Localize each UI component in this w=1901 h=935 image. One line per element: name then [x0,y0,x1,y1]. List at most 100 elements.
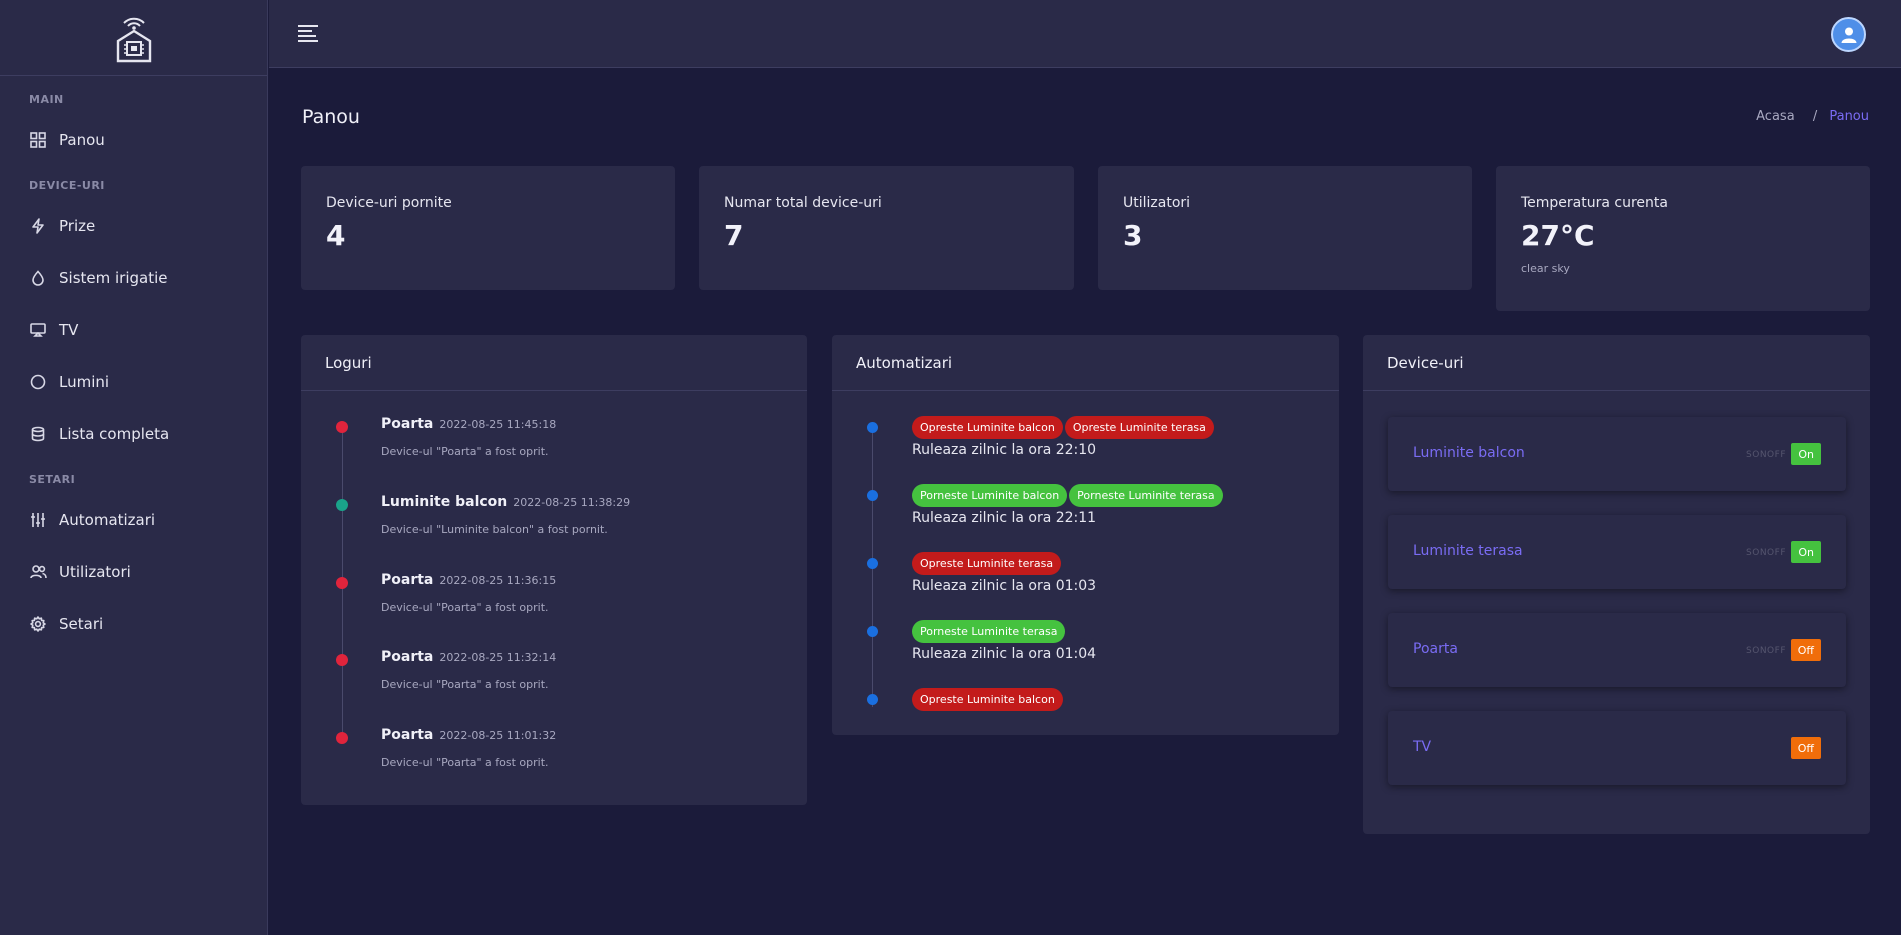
stat-value: 3 [1123,219,1143,252]
logo[interactable] [0,0,267,76]
devices-panel: Device-uri Luminite balcon SONOFF On Lum… [1363,335,1870,834]
user-avatar[interactable] [1831,17,1866,52]
sidebar-item-tv[interactable]: TV [0,304,267,356]
user-icon [1841,27,1856,43]
logs-panel: Loguri Poarta 2022-08-25 11:45:18 Device-… [301,335,807,805]
sidebar-item-label: Panou [59,131,105,149]
automation-badges: Opreste Luminite balcon Opreste Luminite … [912,416,1216,439]
sidebar-item-automatizari[interactable]: Automatizari [0,494,267,546]
breadcrumb-home[interactable]: Acasa [1756,109,1795,124]
device-toggle-button[interactable]: On [1791,541,1821,563]
automation-badges: Opreste Luminite terasa [912,552,1096,575]
action-badge: Opreste Luminite balcon [912,416,1063,439]
automation-schedule: Ruleaza zilnic la ora 22:10 [912,442,1097,458]
sidebar-item-setari[interactable]: Setari [0,598,267,650]
device-name-link[interactable]: Luminite terasa [1413,543,1523,559]
log-device-name[interactable]: Poarta [381,572,434,588]
device-name-link[interactable]: Luminite balcon [1413,445,1525,461]
device-card: Luminite terasa SONOFF On [1388,515,1846,589]
stat-label: Device-uri pornite [326,195,452,211]
automation-item[interactable]: Porneste Luminite terasa Ruleaza zilnic … [832,620,1339,670]
sidebar-item-label: Setari [59,615,104,633]
sidebar-item-utilizatori[interactable]: Utilizatori [0,546,267,598]
log-device-name[interactable]: Poarta [381,416,434,432]
automation-badges: Opreste Luminite balcon [912,688,1065,711]
sonoff-logo: SONOFF [1746,450,1786,460]
automation-dot [867,694,878,705]
users-icon [29,563,47,581]
log-time: 2022-08-25 11:01:32 [439,729,557,742]
log-time: 2022-08-25 11:45:18 [439,418,557,431]
tv-icon [29,321,47,339]
section-title-main: MAIN [29,93,64,106]
log-device-name[interactable]: Luminite balcon [381,494,508,510]
section-title-devices: DEVICE-URI [29,179,105,192]
sidebar-item-lista-completa[interactable]: Lista completa [0,408,267,460]
breadcrumb-separator: / [1812,109,1818,124]
stat-value: 7 [724,219,744,252]
device-card: Poarta SONOFF Off [1388,613,1846,687]
stat-card-users: Utilizatori 3 [1098,166,1472,290]
smart-home-logo-icon [116,17,151,62]
sliders-icon [29,511,47,529]
automation-dot [867,490,878,501]
stat-card-total-devices: Numar total device-uri 7 [699,166,1074,290]
stat-card-temperature: Temperatura curenta 27°C clear sky [1496,166,1870,311]
device-toggle-button[interactable]: Off [1790,737,1821,759]
automation-item[interactable]: Opreste Luminite balcon [832,688,1339,718]
stat-label: Numar total device-uri [724,195,882,211]
device-toggle-button[interactable]: Off [1790,639,1821,661]
log-time: 2022-08-25 11:32:14 [439,651,557,664]
stat-value: 4 [326,219,346,252]
log-status-dot [336,421,348,433]
automation-item[interactable]: Opreste Luminite terasa Ruleaza zilnic l… [832,552,1339,602]
action-badge: Opreste Luminite terasa [912,552,1062,575]
device-card: Luminite balcon SONOFF On [1388,417,1846,491]
device-toggle-button[interactable]: On [1791,443,1821,465]
action-badge: Porneste Luminite balcon [912,484,1068,507]
grid-icon [29,131,47,149]
log-status-dot [336,577,348,589]
menu-toggle-icon[interactable] [298,25,318,42]
logs-panel-title: Loguri [301,335,807,391]
circle-icon [29,373,47,391]
automation-item[interactable]: Opreste Luminite balcon Opreste Luminite … [832,416,1339,466]
sidebar: MAIN Panou DEVICE-URI Prize Sistem iriga… [0,0,268,935]
action-badge: Porneste Luminite terasa [912,620,1066,643]
log-status-dot [336,499,348,511]
topbar [269,0,1901,68]
device-name-link[interactable]: Poarta [1413,641,1458,657]
sidebar-item-prize[interactable]: Prize [0,200,267,252]
automation-schedule: Ruleaza zilnic la ora 22:11 [912,510,1097,526]
automation-badges: Porneste Luminite balcon Porneste Luminit… [912,484,1225,507]
log-description: Device-ul "Poarta" a fost oprit. [381,756,549,769]
sidebar-item-panou[interactable]: Panou [0,114,267,166]
gear-icon [29,615,47,633]
sidebar-item-label: Prize [59,217,96,235]
automation-dot [867,558,878,569]
sidebar-item-lumini[interactable]: Lumini [0,356,267,408]
action-badge: Porneste Luminite terasa [1069,484,1223,507]
devices-panel-title: Device-uri [1363,335,1870,391]
sidebar-item-sistem-irigatie[interactable]: Sistem irigatie [0,252,267,304]
sonoff-logo: SONOFF [1746,548,1786,558]
log-time: 2022-08-25 11:38:29 [513,496,631,509]
breadcrumb-current: Panou [1829,109,1869,124]
sidebar-item-label: Automatizari [59,511,156,529]
log-device-name[interactable]: Poarta [381,649,434,665]
sidebar-item-label: Lumini [59,373,110,391]
sidebar-item-label: Utilizatori [59,563,131,581]
section-title-setari: SETARI [29,473,76,486]
automation-schedule: Ruleaza zilnic la ora 01:03 [912,578,1097,594]
bolt-icon [29,217,47,235]
device-name-link[interactable]: TV [1413,739,1432,755]
stat-card-devices-on: Device-uri pornite 4 [301,166,675,290]
automation-item[interactable]: Porneste Luminite balcon Porneste Luminit… [832,484,1339,534]
automations-panel: Automatizari Opreste Luminite balcon Opre… [832,335,1339,735]
droplet-icon [29,269,47,287]
automation-badges: Porneste Luminite terasa [912,620,1096,643]
log-time: 2022-08-25 11:36:15 [439,574,557,587]
log-description: Device-ul "Poarta" a fost oprit. [381,445,549,458]
weather-description: clear sky [1521,262,1570,275]
log-device-name[interactable]: Poarta [381,727,434,743]
